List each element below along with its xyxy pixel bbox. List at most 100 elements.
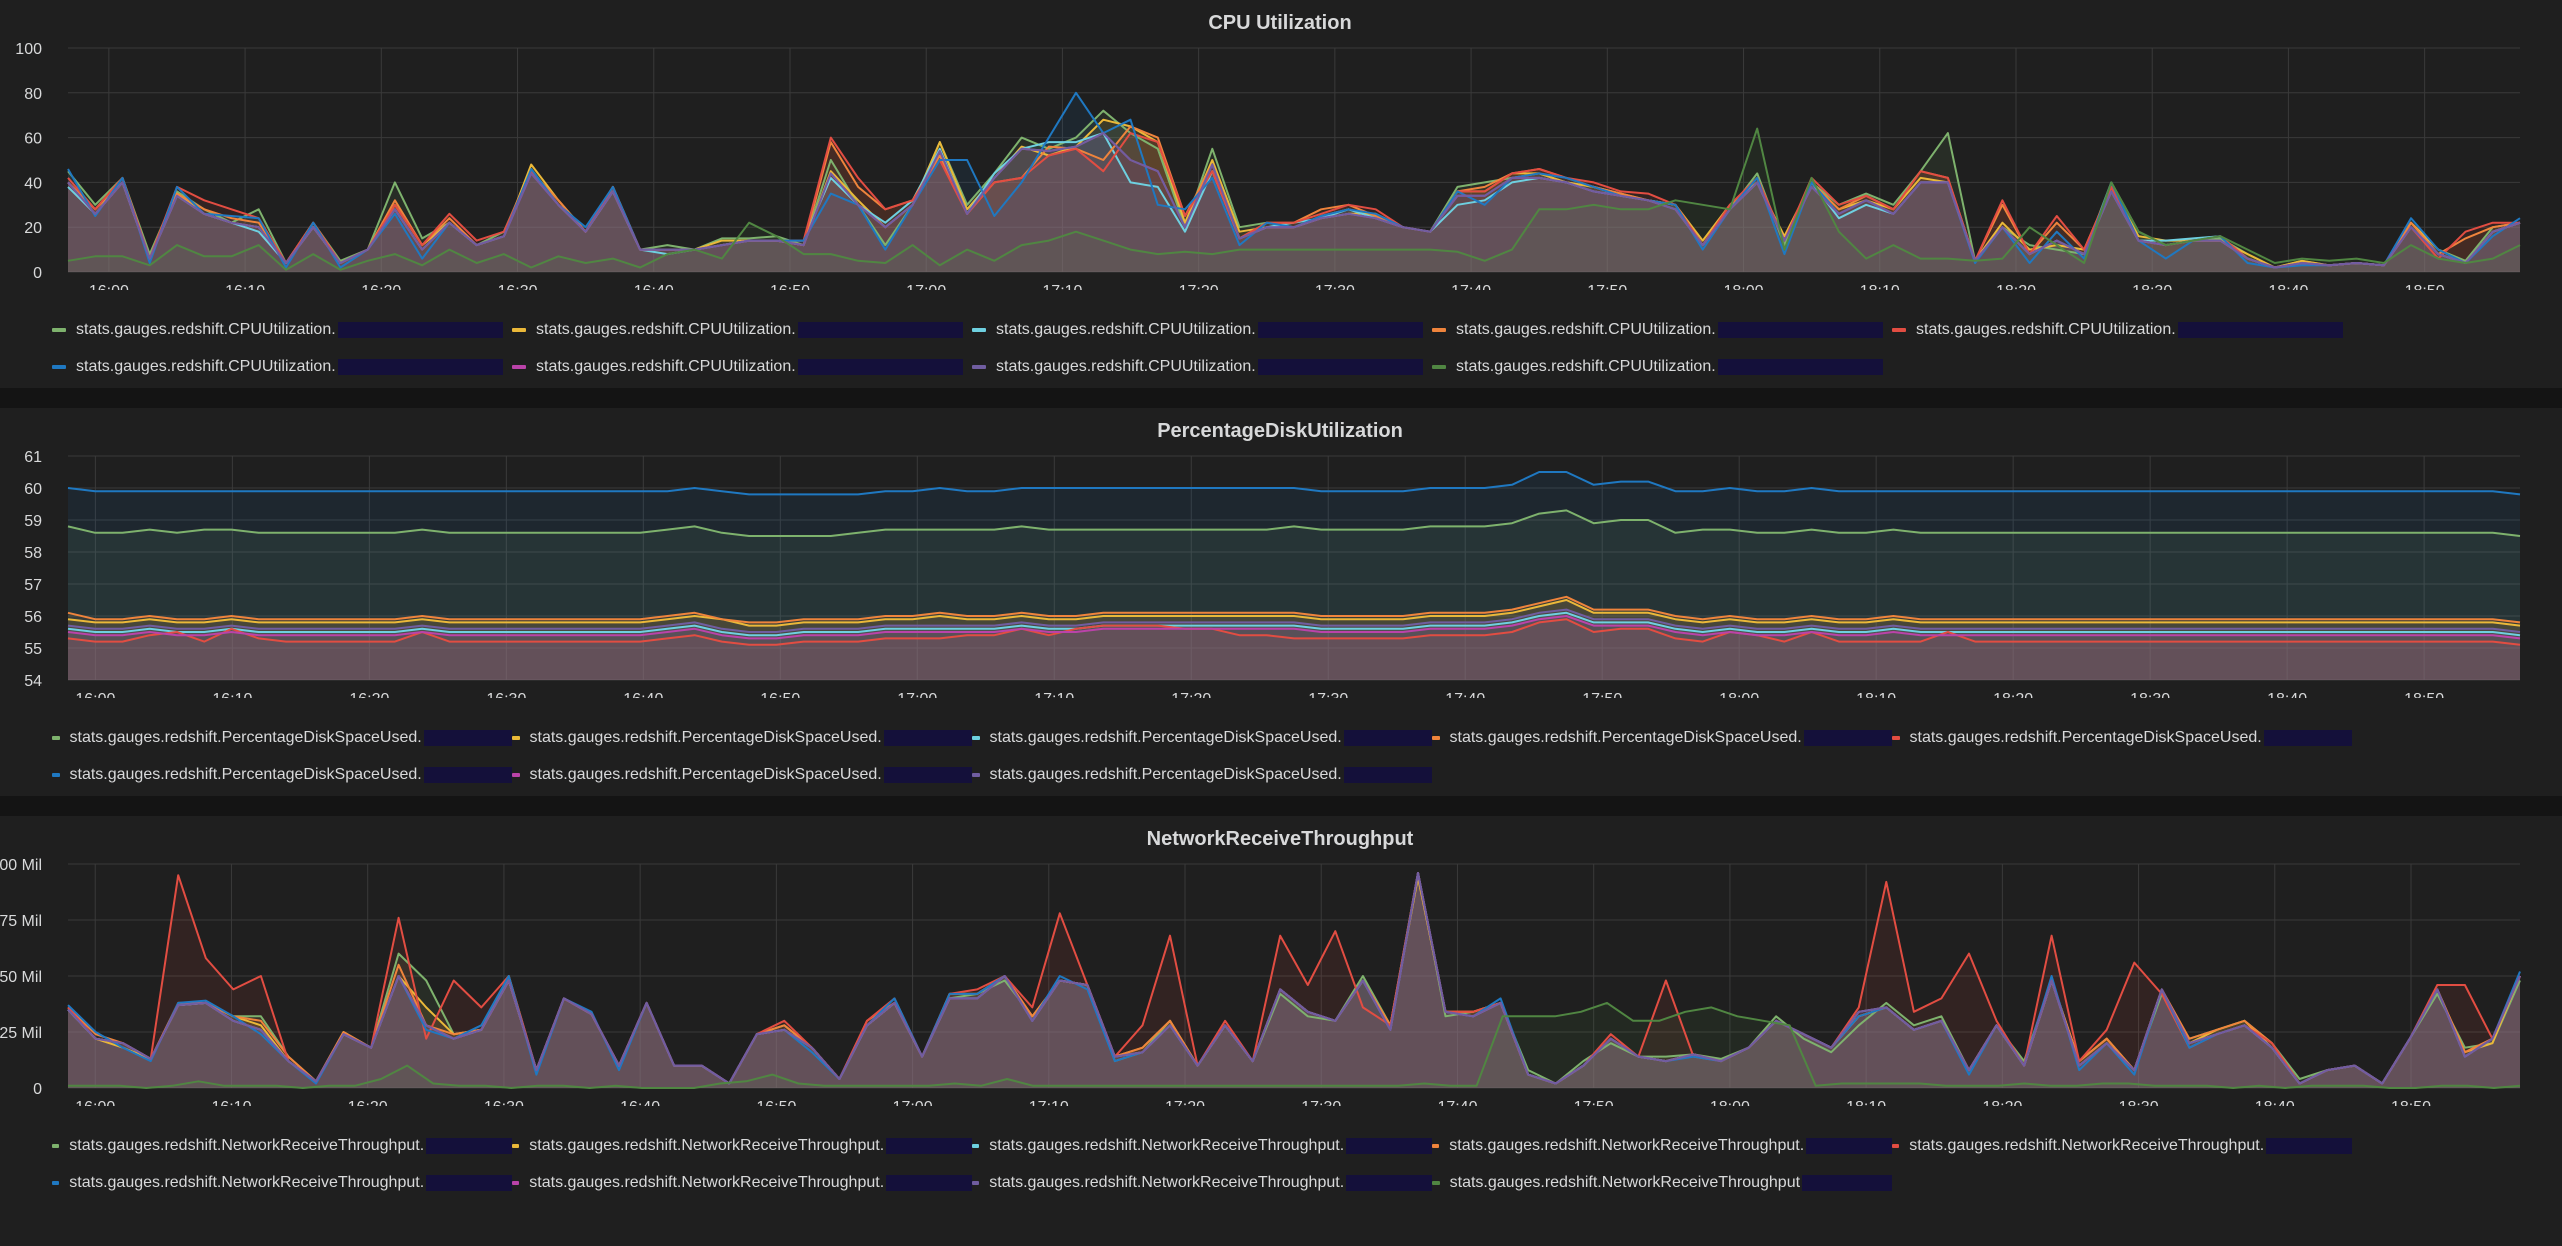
x-tick-label: 18:10 xyxy=(1860,283,1900,290)
x-tick-label: 18:50 xyxy=(2391,1099,2431,1106)
y-tick-label: 100 xyxy=(15,41,42,58)
series-line-5[interactable] xyxy=(67,471,2521,496)
legend-item[interactable]: stats.gauges.redshift.CPUUtilization. xyxy=(1432,311,1892,348)
legend-item[interactable]: stats.gauges.redshift.PercentageDiskSpac… xyxy=(972,756,1432,793)
legend-label: stats.gauges.redshift.PercentageDiskSpac… xyxy=(1909,728,2262,746)
legend-label: stats.gauges.redshift.CPUUtilization. xyxy=(76,357,336,375)
chart-legend: stats.gauges.redshift.PercentageDiskSpac… xyxy=(52,719,2522,793)
x-tick-label: 16:40 xyxy=(634,283,674,290)
network-receive-chart[interactable]: NetworkReceiveThroughput 0 25 Mil 50 Mil 75… xyxy=(0,816,2562,1106)
redacted-block xyxy=(886,1137,972,1154)
x-tick-label: 17:50 xyxy=(1582,691,1622,698)
series-line-4[interactable] xyxy=(67,872,2521,1085)
legend-item[interactable]: stats.gauges.redshift.CPUUtilization. xyxy=(512,348,972,385)
series-line-1[interactable] xyxy=(67,599,2521,627)
legend-item[interactable]: stats.gauges.redshift.NetworkReceiveThro… xyxy=(1892,1127,2352,1164)
chart-title: PercentageDiskUtilization xyxy=(1157,420,1403,442)
y-tick-label: 60 xyxy=(24,131,42,148)
legend-item[interactable]: stats.gauges.redshift.NetworkReceiveThro… xyxy=(52,1127,512,1164)
legend-item[interactable]: stats.gauges.redshift.PercentageDiskSpac… xyxy=(52,719,512,756)
series-line-7[interactable] xyxy=(67,872,2521,1085)
legend-item[interactable]: stats.gauges.redshift.NetworkReceiveThro… xyxy=(972,1164,1432,1201)
x-tick-label: 17:20 xyxy=(1171,691,1211,698)
x-tick-label: 16:10 xyxy=(225,283,265,290)
y-tick-label: 59 xyxy=(24,513,42,530)
x-tick-label: 18:20 xyxy=(1996,283,2036,290)
series-area-8 xyxy=(68,128,2520,272)
series-area-7 xyxy=(68,133,2520,272)
legend-label: stats.gauges.redshift.NetworkReceiveThro… xyxy=(989,1136,1345,1154)
series-line-6[interactable] xyxy=(67,615,2521,640)
legend-item[interactable]: stats.gauges.redshift.CPUUtilization. xyxy=(1432,348,1892,385)
legend-item[interactable]: stats.gauges.redshift.PercentageDiskSpac… xyxy=(1432,719,1892,756)
legend-item[interactable]: stats.gauges.redshift.CPUUtilization. xyxy=(972,311,1432,348)
x-tick-label: 16:20 xyxy=(361,283,401,290)
legend-item[interactable]: stats.gauges.redshift.PercentageDiskSpac… xyxy=(972,719,1432,756)
legend-item[interactable]: stats.gauges.redshift.CPUUtilization. xyxy=(1892,311,2352,348)
legend-item[interactable]: stats.gauges.redshift.PercentageDiskSpac… xyxy=(512,756,972,793)
disk-utilization-chart[interactable]: PercentageDiskUtilization 54 55 56 57 58 59 60… xyxy=(0,408,2562,698)
series-line-2[interactable] xyxy=(67,611,2521,637)
x-tick-label: 17:00 xyxy=(906,283,946,290)
series-line-4[interactable] xyxy=(67,618,2521,646)
chart-title: NetworkReceiveThroughput xyxy=(1147,828,1414,850)
legend-label: stats.gauges.redshift.NetworkReceiveThro… xyxy=(529,1136,885,1154)
x-tick-label: 18:50 xyxy=(2405,283,2445,290)
y-tick-label: 56 xyxy=(24,609,42,626)
series-line-7[interactable] xyxy=(67,132,2521,269)
x-tick-label: 17:30 xyxy=(1308,691,1348,698)
legend-item[interactable]: stats.gauges.redshift.CPUUtilization. xyxy=(52,348,512,385)
legend-item[interactable]: stats.gauges.redshift.NetworkReceiveThro… xyxy=(1432,1127,1892,1164)
x-tick-label: 17:30 xyxy=(1301,1099,1341,1106)
legend-label: stats.gauges.redshift.NetworkReceiveThro… xyxy=(1909,1136,2265,1154)
legend-swatch xyxy=(1432,327,1446,332)
legend-item[interactable]: stats.gauges.redshift.PercentageDiskSpac… xyxy=(52,756,512,793)
series-area-6 xyxy=(68,616,2520,680)
legend-item[interactable]: stats.gauges.redshift.PercentageDiskSpac… xyxy=(512,719,972,756)
x-tick-label: 18:10 xyxy=(1856,691,1896,698)
series-area-6 xyxy=(68,873,2520,1088)
redacted-block xyxy=(1717,358,1883,375)
redacted-block xyxy=(337,358,503,375)
series-line-4[interactable] xyxy=(67,132,2520,269)
series-line-8[interactable] xyxy=(67,127,2521,271)
cpu-utilization-chart[interactable]: CPU Utilization 0 20 40 60 80 100 16:00 16:10 16… xyxy=(0,0,2562,290)
legend-label: stats.gauges.redshift.CPUUtilization. xyxy=(536,320,796,338)
legend-item[interactable]: stats.gauges.redshift.PercentageDiskSpac… xyxy=(1892,719,2352,756)
legend-label: stats.gauges.redshift.NetworkReceiveThro… xyxy=(69,1173,425,1191)
legend-swatch xyxy=(512,1143,520,1148)
legend-label: stats.gauges.redshift.PercentageDiskSpac… xyxy=(69,765,422,783)
cpu-utilization-panel: CPU Utilization 0 20 40 60 80 100 16:00 16:10 16… xyxy=(0,0,2562,388)
x-tick-label: 16:40 xyxy=(620,1099,660,1106)
legend-item[interactable]: stats.gauges.redshift.NetworkReceiveThro… xyxy=(972,1127,1432,1164)
disk-utilization-panel: PercentageDiskUtilization 54 55 56 57 58 59 60… xyxy=(0,408,2562,796)
redacted-block xyxy=(883,729,972,746)
legend-item[interactable]: stats.gauges.redshift.NetworkReceiveThro… xyxy=(512,1164,972,1201)
legend-item[interactable]: stats.gauges.redshift.CPUUtilization. xyxy=(972,348,1432,385)
legend-item[interactable]: stats.gauges.redshift.NetworkReceiveThro… xyxy=(512,1127,972,1164)
redacted-block xyxy=(337,321,503,338)
legend-item[interactable]: stats.gauges.redshift.NetworkReceiveThro… xyxy=(1432,1164,1892,1201)
legend-item[interactable]: stats.gauges.redshift.CPUUtilization. xyxy=(512,311,972,348)
legend-label: stats.gauges.redshift.PercentageDiskSpac… xyxy=(529,765,882,783)
legend-swatch xyxy=(52,327,66,332)
x-tick-label: 17:10 xyxy=(1029,1099,1069,1106)
chart-legend: stats.gauges.redshift.CPUUtilization. sta… xyxy=(52,311,2522,385)
y-tick-label: 61 xyxy=(24,449,42,466)
x-tick-label: 16:50 xyxy=(760,691,800,698)
legend-swatch xyxy=(972,1143,980,1148)
legend-item[interactable]: stats.gauges.redshift.CPUUtilization. xyxy=(52,311,512,348)
redacted-block xyxy=(883,766,972,783)
redacted-block xyxy=(797,321,963,338)
y-tick-label: 58 xyxy=(24,545,42,562)
legend-item[interactable]: stats.gauges.redshift.NetworkReceiveThro… xyxy=(52,1164,512,1201)
legend-label: stats.gauges.redshift.CPUUtilization. xyxy=(1916,320,2176,338)
series-line-8[interactable] xyxy=(68,1001,2521,1089)
series-line-3[interactable] xyxy=(67,595,2521,624)
x-tick-label: 17:40 xyxy=(1451,283,1491,290)
redacted-block xyxy=(1257,358,1423,375)
y-tick-label: 0 xyxy=(33,1081,42,1098)
series-line-0[interactable] xyxy=(67,509,2521,537)
series-line-7[interactable] xyxy=(67,608,2521,633)
legend-swatch xyxy=(52,364,66,369)
